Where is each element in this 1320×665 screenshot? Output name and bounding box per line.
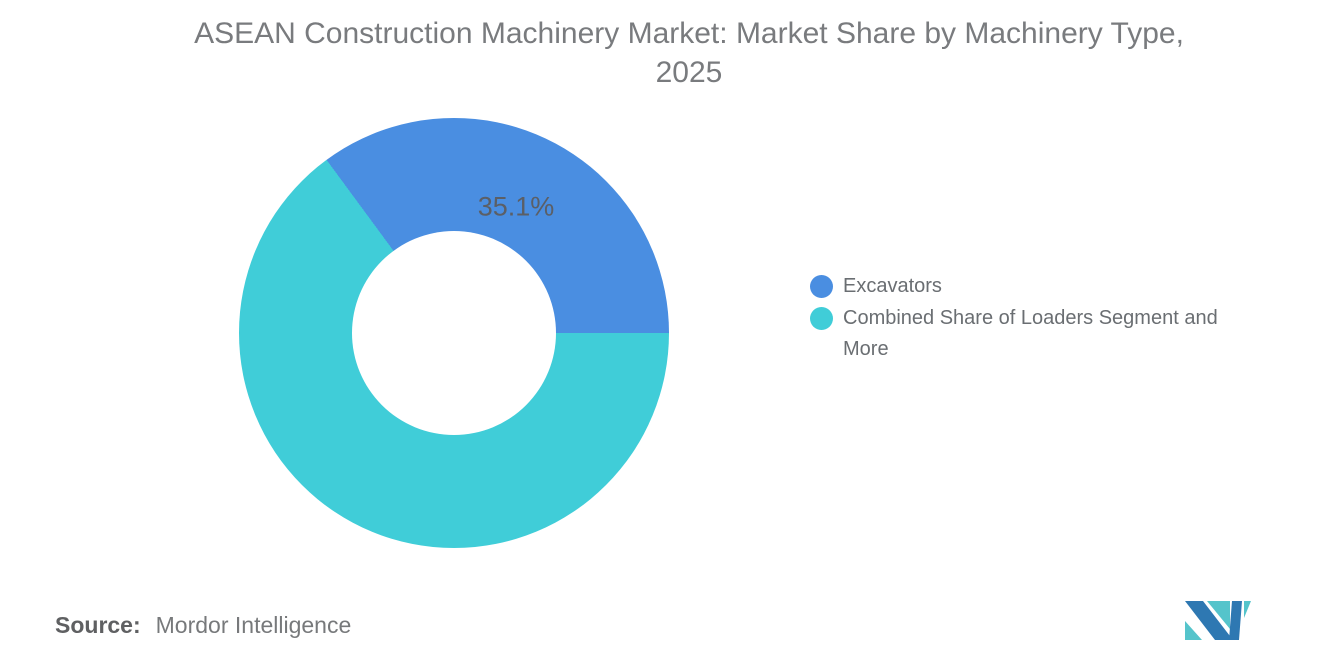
legend-marker-combined-loaders-icon	[810, 307, 833, 330]
source-value: Mordor Intelligence	[155, 612, 352, 638]
legend: Excavators Combined Share of Loaders Seg…	[810, 271, 1253, 365]
legend-item-combined-loaders[interactable]: Combined Share of Loaders Segment and Mo…	[810, 303, 1253, 365]
donut-chart[interactable]	[239, 118, 669, 548]
legend-label-excavators: Excavators	[843, 275, 942, 297]
donut-hole	[352, 231, 556, 435]
slice-label-excavators: 35.1%	[477, 191, 555, 222]
legend-item-excavators[interactable]: Excavators	[810, 271, 1253, 302]
chart-title-line1: ASEAN Construction Machinery Market: Mar…	[194, 17, 1184, 50]
mordor-intelligence-logo-icon	[1185, 601, 1251, 640]
source-line: Source: Mordor Intelligence	[55, 612, 351, 639]
chart-title-line2: 2025	[655, 56, 723, 89]
source-label: Source:	[55, 612, 141, 638]
legend-label-combined-loaders: Combined Share of Loaders Segment and Mo…	[843, 307, 1218, 360]
legend-marker-excavators-icon	[810, 275, 833, 298]
chart-title: ASEAN Construction Machinery Market: Mar…	[58, 14, 1320, 92]
